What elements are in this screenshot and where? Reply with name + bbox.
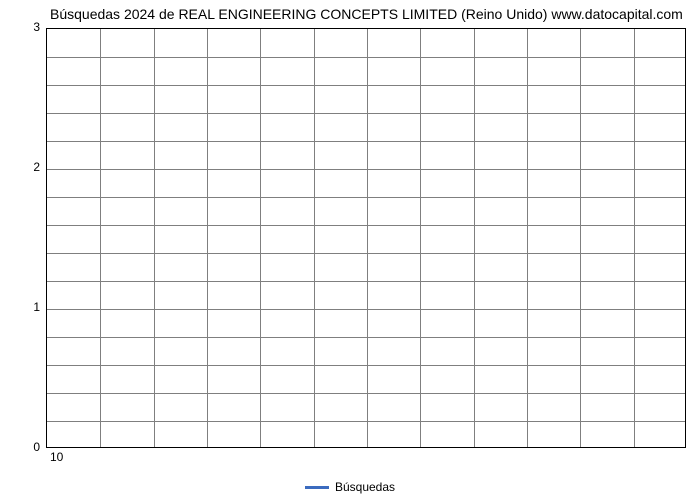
- gridline-vertical: [207, 29, 208, 447]
- gridline-horizontal: [47, 309, 685, 310]
- gridline-horizontal: [47, 113, 685, 114]
- gridline-horizontal: [47, 365, 685, 366]
- gridline-vertical: [367, 29, 368, 447]
- y-tick-label: 2: [20, 160, 40, 174]
- gridline-vertical: [314, 29, 315, 447]
- gridline-vertical: [420, 29, 421, 447]
- x-tick-label: 10: [50, 450, 63, 464]
- gridline-horizontal: [47, 169, 685, 170]
- gridline-vertical: [100, 29, 101, 447]
- gridline-horizontal: [47, 421, 685, 422]
- gridline-horizontal: [47, 281, 685, 282]
- gridline-vertical: [634, 29, 635, 447]
- gridline-vertical: [527, 29, 528, 447]
- chart-title: Búsquedas 2024 de REAL ENGINEERING CONCE…: [50, 6, 690, 22]
- y-tick-label: 0: [20, 440, 40, 454]
- gridline-horizontal: [47, 225, 685, 226]
- legend-label: Búsquedas: [335, 480, 395, 494]
- gridline-horizontal: [47, 197, 685, 198]
- y-tick-label: 1: [20, 300, 40, 314]
- gridline-vertical: [580, 29, 581, 447]
- legend-swatch: [305, 486, 329, 489]
- gridline-vertical: [260, 29, 261, 447]
- chart-plot-area: [46, 28, 686, 448]
- chart-container: Búsquedas 2024 de REAL ENGINEERING CONCE…: [0, 0, 700, 500]
- gridline-horizontal: [47, 393, 685, 394]
- gridline-horizontal: [47, 85, 685, 86]
- gridline-horizontal: [47, 337, 685, 338]
- gridline-vertical: [154, 29, 155, 447]
- gridline-horizontal: [47, 57, 685, 58]
- y-tick-label: 3: [20, 20, 40, 34]
- gridline-vertical: [474, 29, 475, 447]
- chart-legend: Búsquedas: [0, 480, 700, 494]
- gridline-horizontal: [47, 253, 685, 254]
- gridline-horizontal: [47, 141, 685, 142]
